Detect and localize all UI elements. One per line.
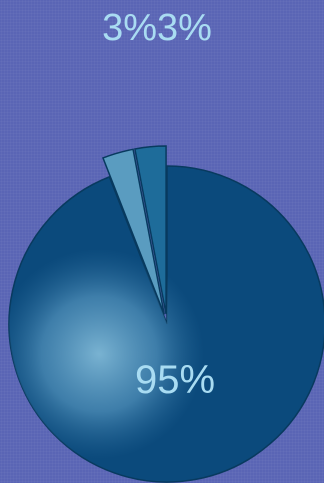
pie-highlight — [9, 249, 204, 459]
slice-label-3: 95% — [135, 358, 215, 402]
pie-labels: 3% 3% 95% — [102, 7, 215, 402]
pie-slice-2 — [134, 145, 167, 315]
slice-label-1: 3% — [102, 7, 157, 49]
pie-slices — [8, 145, 324, 483]
pie-slice-1 — [102, 148, 165, 315]
slice-label-2: 3% — [157, 7, 212, 49]
